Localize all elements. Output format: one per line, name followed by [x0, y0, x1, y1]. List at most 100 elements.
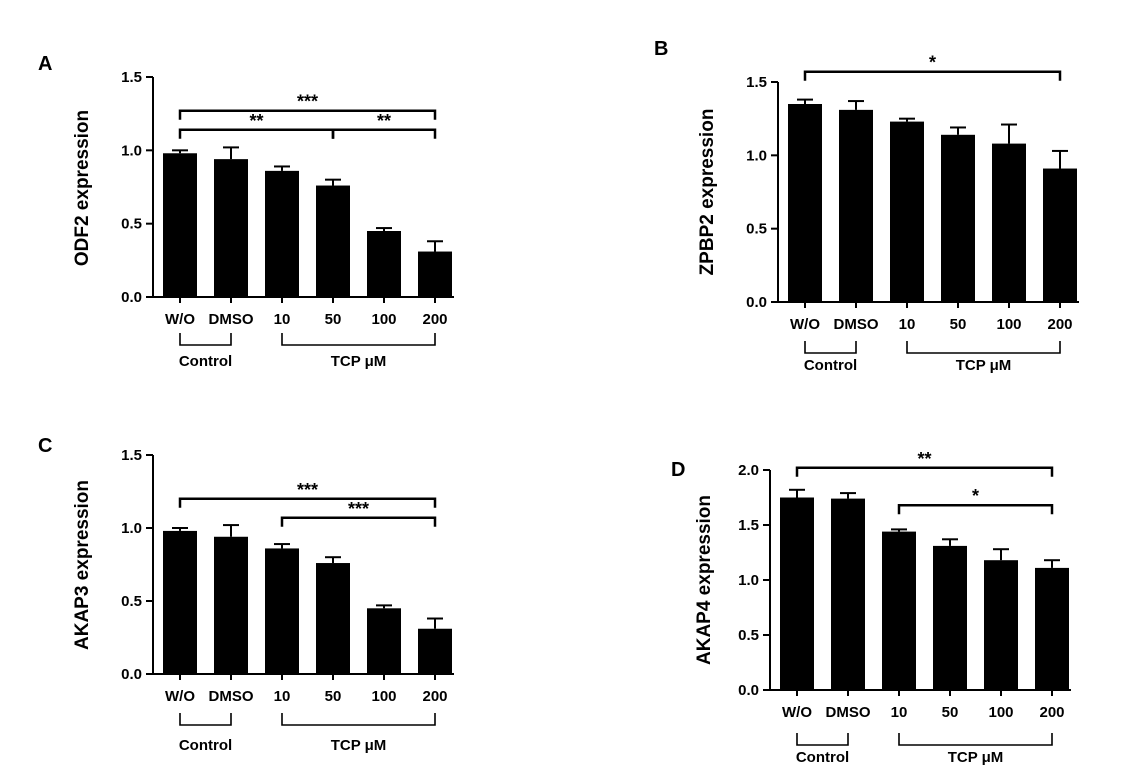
x-tick-label: W/O — [790, 316, 820, 333]
x-tick-label: 10 — [274, 688, 291, 705]
bar — [839, 109, 873, 302]
x-tick-label: DMSO — [209, 688, 254, 705]
bar — [316, 185, 350, 297]
group-bracket — [179, 713, 232, 726]
y-tick-label: 0.0 — [746, 294, 767, 311]
x-tick-label: 10 — [274, 311, 291, 328]
group-label: Control — [179, 353, 232, 370]
x-tick-label: DMSO — [209, 311, 254, 328]
group-bracket — [796, 733, 849, 746]
x-tick-label: 200 — [1047, 316, 1072, 333]
significance-label: *** — [297, 92, 318, 112]
bar — [163, 530, 197, 674]
y-tick-label: 0.5 — [738, 627, 759, 644]
significance-brackets: *** *** — [178, 480, 437, 527]
y-tick-label: 0.5 — [121, 216, 142, 233]
x-tick-label: 50 — [325, 688, 342, 705]
panel-a: A ODF2 expression 0.0 0.5 1.0 1.5 W/O DMSO 10 5… — [38, 53, 454, 370]
axes-group: 0.0 0.5 1.0 1.5 W/O DMSO 10 50 100 200 — [121, 447, 454, 705]
group-bracket — [898, 733, 1053, 746]
significance-label: ** — [377, 111, 391, 131]
significance-label: * — [972, 486, 979, 506]
bar — [265, 170, 299, 297]
y-axis-label: ZPBP2 expression — [697, 109, 718, 276]
bar — [941, 134, 975, 302]
x-tick-label: 200 — [422, 311, 447, 328]
bar — [367, 608, 401, 674]
x-tick-label: 10 — [899, 316, 916, 333]
bar — [418, 628, 452, 674]
bar — [316, 563, 350, 674]
bar — [882, 531, 916, 690]
x-tick-label: DMSO — [834, 316, 879, 333]
bar — [984, 560, 1018, 690]
significance-brackets: *** — [795, 449, 1054, 515]
bar — [418, 251, 452, 297]
panel-b: B ZPBP2 expression 0.0 0.5 1.0 1.5 W/O DMSO 10… — [654, 38, 1079, 374]
x-tick-label: 100 — [371, 688, 396, 705]
bar — [831, 498, 865, 690]
axes-group: 0.0 0.5 1.0 1.5 2.0 W/O DMSO 10 50 100 200 — [738, 462, 1071, 721]
y-tick-label: 1.5 — [746, 74, 767, 91]
y-tick-label: 1.0 — [121, 142, 142, 159]
y-tick-label: 0.0 — [121, 289, 142, 306]
y-tick-label: 1.0 — [738, 572, 759, 589]
significance-bracket — [178, 128, 335, 139]
group-label: Control — [804, 357, 857, 374]
bar — [265, 548, 299, 674]
significance-label: *** — [297, 480, 318, 500]
significance-brackets: ***** ** — [178, 92, 437, 139]
x-tick-label: 10 — [891, 704, 908, 721]
significance-label: ** — [249, 111, 263, 131]
x-tick-label: W/O — [782, 704, 812, 721]
group-bracket — [179, 333, 232, 346]
group-bracket — [804, 341, 857, 354]
panel-letter: B — [654, 38, 668, 60]
x-tick-label: 50 — [950, 316, 967, 333]
group-brackets: Control TCP μM — [179, 713, 436, 754]
x-tick-label: 50 — [942, 704, 959, 721]
significance-label: * — [929, 53, 936, 73]
bar — [163, 153, 197, 297]
bar — [367, 231, 401, 297]
significance-brackets: * — [803, 53, 1062, 81]
group-label: Control — [179, 737, 232, 754]
significance-bracket — [803, 70, 1062, 81]
bar — [1043, 168, 1077, 302]
significance-bracket — [897, 503, 1054, 515]
bar — [214, 159, 248, 297]
group-brackets: Control TCP μM — [179, 333, 436, 370]
bar — [1035, 567, 1069, 690]
group-bracket — [906, 341, 1061, 354]
panel-d: D AKAP4 expression 0.0 0.5 1.0 1.5 2.0 W/O DMS… — [671, 449, 1071, 766]
y-tick-label: 2.0 — [738, 462, 759, 479]
bar — [890, 121, 924, 302]
x-tick-label: 100 — [988, 704, 1013, 721]
panel-letter: C — [38, 435, 52, 457]
significance-bracket — [178, 497, 437, 508]
significance-bracket — [280, 516, 437, 527]
group-bracket — [281, 713, 436, 726]
bar — [788, 104, 822, 302]
x-tick-label: W/O — [165, 688, 195, 705]
y-tick-label: 1.5 — [738, 517, 759, 534]
x-tick-label: 200 — [1039, 704, 1064, 721]
panel-c: C AKAP3 expression 0.0 0.5 1.0 1.5 W/O DMSO 10… — [38, 435, 454, 754]
significance-bracket — [178, 109, 437, 120]
bars-group — [780, 488, 1069, 690]
y-tick-label: 0.0 — [738, 682, 759, 699]
x-tick-label: DMSO — [826, 704, 871, 721]
bar — [780, 497, 814, 690]
significance-bracket — [795, 466, 1054, 477]
y-tick-label: 0.0 — [121, 666, 142, 683]
group-label: TCP μM — [956, 357, 1012, 374]
x-tick-label: 200 — [422, 688, 447, 705]
bars-group — [788, 98, 1077, 302]
x-tick-label: W/O — [165, 311, 195, 328]
y-axis-label: AKAP3 expression — [72, 480, 93, 650]
y-tick-label: 1.5 — [121, 69, 142, 86]
group-label: Control — [796, 749, 849, 766]
bars-group — [163, 524, 452, 674]
y-tick-label: 1.0 — [746, 147, 767, 164]
x-tick-label: 100 — [996, 316, 1021, 333]
